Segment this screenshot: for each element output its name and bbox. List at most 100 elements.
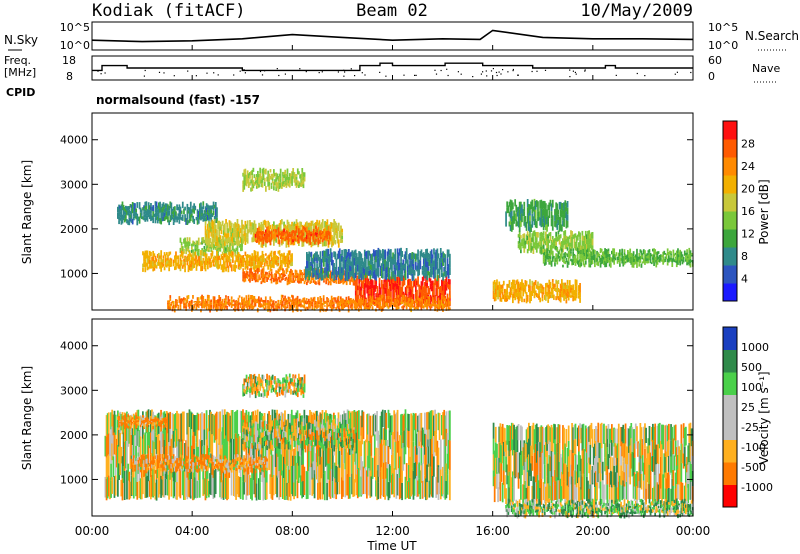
heatmap-cell: [185, 306, 188, 309]
heatmap-cell: [271, 262, 274, 268]
heatmap-cell: [119, 454, 122, 476]
heatmap-cell: [390, 291, 392, 299]
heatmap-cell: [339, 299, 342, 303]
heatmap-cell: [584, 253, 587, 258]
heatmap-cell: [257, 227, 259, 231]
heatmap-cell: [188, 303, 191, 307]
heatmap-cell: [294, 298, 297, 301]
heatmap-cell: [680, 256, 683, 259]
heatmap-cell: [313, 299, 316, 303]
heatmap-cell: [574, 293, 577, 301]
heatmap-cell: [233, 242, 235, 246]
heatmap-cell: [216, 299, 218, 304]
heatmap-cell: [225, 233, 227, 239]
heatmap-cell: [249, 175, 251, 179]
heatmap-cell: [263, 219, 266, 226]
heatmap-cell: [125, 215, 127, 219]
heatmap-cell: [110, 412, 112, 430]
heatmap-cell: [341, 249, 343, 256]
heatmap-cell: [327, 270, 330, 279]
heatmap-cell: [126, 206, 128, 211]
heatmap-cell: [192, 243, 194, 247]
nave-point: [435, 73, 438, 75]
heatmap-cell: [146, 432, 149, 454]
heatmap-cell: [323, 277, 325, 281]
heatmap-cell: [512, 279, 514, 285]
heatmap-cell: [313, 296, 316, 300]
heatmap-cell: [191, 264, 193, 268]
heatmap-cell: [378, 249, 381, 258]
heatmap-cell: [293, 303, 296, 306]
heatmap-cell: [328, 254, 331, 260]
heatmap-cell: [166, 203, 168, 208]
heatmap-cell: [554, 283, 556, 288]
heatmap-cell: [242, 259, 245, 263]
heatmap-cell: [375, 280, 378, 285]
heatmap-cell: [269, 299, 272, 303]
heatmap-cell: [345, 261, 348, 268]
heatmap-cell: [556, 223, 559, 230]
heatmap-cell: [255, 279, 258, 282]
heatmap-cell: [211, 238, 214, 248]
heatmap-cell: [127, 210, 130, 216]
heatmap-cell: [340, 262, 342, 272]
heatmap-cell: [144, 263, 147, 268]
nave-tick-high: 60: [708, 54, 722, 67]
heatmap-cell: [266, 279, 268, 282]
heatmap-cell: [326, 299, 328, 303]
heatmap-cell: [219, 301, 222, 306]
heatmap-cell: [191, 254, 193, 258]
heatmap-cell: [330, 306, 333, 312]
heatmap-cell: [416, 301, 418, 306]
heatmap-cell: [133, 213, 135, 217]
heatmap-cell: [506, 283, 509, 288]
heatmap-cell: [137, 431, 140, 453]
heatmap-cell: [192, 264, 194, 269]
heatmap-cell: [558, 201, 561, 210]
heatmap-cell: [521, 204, 523, 214]
heatmap-cell: [557, 214, 560, 220]
heatmap-cell: [183, 259, 185, 262]
heatmap-cell: [201, 216, 204, 220]
heatmap-cell: [317, 280, 320, 283]
heatmap-cell: [185, 247, 188, 251]
colorbar-swatch: [723, 157, 737, 176]
heatmap-cell: [258, 299, 260, 302]
heatmap-cell: [210, 307, 213, 311]
heatmap-cell: [596, 250, 598, 255]
heatmap-cell: [443, 296, 446, 300]
heatmap-cell: [596, 254, 598, 259]
nave-point: [173, 75, 175, 77]
heatmap-cell: [549, 253, 552, 257]
heatmap-cell: [411, 259, 414, 267]
heatmap-cell: [616, 256, 619, 261]
heatmap-cell: [409, 298, 411, 302]
heatmap-cell: [178, 467, 181, 497]
heatmap-cell: [374, 260, 376, 270]
heatmap-cell: [690, 260, 693, 262]
heatmap-cell: [362, 300, 365, 304]
nave-point: [403, 74, 405, 76]
heatmap-cell: [335, 228, 338, 234]
heatmap-cell: [634, 254, 637, 258]
heatmap-cell: [409, 301, 411, 304]
heatmap-cell: [523, 206, 526, 212]
heatmap-cell: [597, 252, 600, 257]
heatmap-cell: [292, 295, 294, 301]
heatmap-cell: [525, 221, 528, 231]
heatmap-cell: [532, 231, 535, 237]
heatmap-cell: [522, 237, 525, 242]
heatmap-cell: [181, 265, 184, 269]
heatmap-cell: [167, 433, 169, 454]
heatmap-cell: [153, 263, 156, 268]
heatmap-cell: [184, 262, 186, 266]
heatmap-cell: [505, 289, 507, 296]
heatmap-cell: [401, 297, 403, 300]
heatmap-cell: [207, 244, 209, 248]
power-colorbar-label: Power [dB]: [757, 179, 771, 244]
heatmap-cell: [258, 278, 260, 281]
heatmap-cell: [304, 222, 307, 228]
heatmap-cell: [143, 214, 145, 218]
heatmap-cell: [261, 299, 264, 303]
heatmap-cell: [210, 256, 213, 259]
